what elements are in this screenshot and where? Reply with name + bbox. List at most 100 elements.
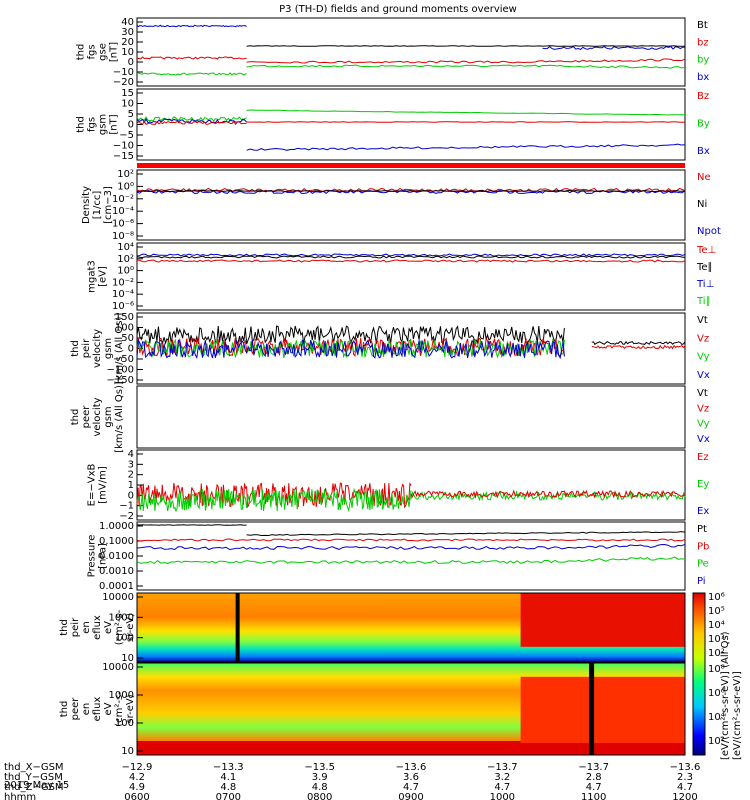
panel-frame <box>136 385 686 449</box>
y-axis-label: velocity <box>92 397 103 436</box>
y-tick-label: 10 <box>121 99 134 110</box>
x-tick-label: 4.9 <box>129 782 145 793</box>
x-tick-label: −13.6 <box>396 762 427 773</box>
colorbar-tick-label: 10³ <box>708 634 725 645</box>
colorbar-tick-label: 10⁶ <box>708 688 725 699</box>
panel-frame <box>136 88 686 161</box>
series-line <box>136 538 686 542</box>
y-axis-label: velocity <box>92 329 103 368</box>
series-line <box>136 187 686 193</box>
legend-entry: Pt <box>697 524 707 535</box>
y-axis-label: [km/s (All Qs)] <box>114 381 125 453</box>
y-axis-label: peer <box>70 697 81 721</box>
y-tick-label: 1000 <box>109 690 134 701</box>
y-axis-label: gse <box>98 43 109 61</box>
y-tick-label: 10⁰ <box>117 181 134 192</box>
y-tick-label: 0.0001 <box>99 581 134 592</box>
spectrogram-peer-gap <box>589 663 595 755</box>
x-tick-label: −13.7 <box>487 762 518 773</box>
y-tick-label: 15 <box>121 88 134 99</box>
series-line <box>136 120 247 126</box>
y-tick-label: −20 <box>113 77 134 88</box>
spectrogram-peer-hot <box>520 676 685 744</box>
x-tick-label: −13.6 <box>670 762 701 773</box>
series-line <box>136 487 412 513</box>
y-axis-label: gsm <box>103 406 114 427</box>
series-line <box>136 72 247 76</box>
legend-entry: Vx <box>697 370 710 381</box>
x-tick-label: 4.7 <box>494 782 510 793</box>
series-line <box>591 340 686 346</box>
y-tick-label: 10000 <box>102 662 134 673</box>
x-tick-label: 4.8 <box>220 782 236 793</box>
y-axis-label: thd <box>70 340 81 357</box>
y-tick-label: 1 <box>128 480 134 491</box>
legend-entry: by <box>697 55 709 66</box>
y-tick-label: 0.1000 <box>99 536 134 547</box>
y-tick-label: −15 <box>113 151 134 162</box>
y-axis-label: en <box>81 703 92 716</box>
y-axis-label: [eV] <box>98 266 109 287</box>
series-line <box>136 189 686 193</box>
panel-frame <box>136 169 686 241</box>
colorbar <box>692 592 706 756</box>
spectrogram-peir-hot <box>520 593 685 647</box>
y-axis-label: thd <box>70 409 81 426</box>
series-line <box>136 255 686 259</box>
series-line <box>136 556 686 565</box>
series-line <box>246 64 686 69</box>
series-line <box>246 109 685 116</box>
y-axis-label: (cm²-s- <box>114 609 125 645</box>
x-tick-label: 1100 <box>581 792 606 800</box>
x-tick-label: 4.8 <box>312 782 328 793</box>
y-tick-label: −1 <box>119 501 134 512</box>
series-line <box>136 481 412 509</box>
y-axis-label: eflux <box>92 697 103 722</box>
x-tick-label: 0800 <box>307 792 332 800</box>
legend-entry: Vx <box>697 434 710 445</box>
spectrogram-peer-low <box>137 741 685 755</box>
series-line <box>137 259 686 263</box>
panel-peer-vel: thd peer velocity gsm [km/s (All Qs)] Vt Vz Vy V… <box>70 381 710 453</box>
y-tick-label: 0.0100 <box>99 551 134 562</box>
legend-entry: Bt <box>697 20 708 31</box>
y-tick-label: −2 <box>119 511 134 522</box>
colorbar-tick-label: 10⁸ <box>708 664 725 675</box>
legend-entry: Pi <box>697 576 706 587</box>
y-tick-label: 3 <box>128 459 134 470</box>
x-tick-label: 1000 <box>490 792 515 800</box>
y-axis-label: gsm <box>98 114 109 135</box>
legend-entry: Pe <box>697 559 709 570</box>
y-tick-label: 0 <box>128 344 134 355</box>
legend-entry: Bz <box>697 91 709 102</box>
y-tick-label: 4 <box>128 449 134 460</box>
y-tick-label: −150 <box>107 375 134 386</box>
legend-entry: Te∥ <box>696 262 713 273</box>
legend-entry: Ti∥ <box>696 296 711 307</box>
legend-entry: Vt <box>697 388 708 399</box>
y-tick-label: 10⁻² <box>112 277 134 288</box>
y-tick-label: 150 <box>115 312 134 323</box>
y-tick-label: 10000 <box>102 592 134 603</box>
x-tick-label: −13.5 <box>304 762 335 773</box>
y-tick-label: 0 <box>128 120 134 131</box>
y-axis-label: E=−VxB <box>87 464 98 507</box>
series-line <box>136 543 686 551</box>
legend-entry: Ex <box>697 506 709 517</box>
y-axis-label: [nPa] <box>98 543 109 569</box>
y-tick-label: −10 <box>113 141 134 152</box>
series-line <box>542 45 686 50</box>
x-tick-label: 1200 <box>672 792 697 800</box>
series-line <box>246 143 686 151</box>
legend-entry: Vy <box>697 352 710 363</box>
x-tick-label: 0700 <box>216 792 241 800</box>
x-tick-label: −13.3 <box>213 762 244 773</box>
x-tick-label: 4.1 <box>220 772 236 783</box>
y-axis-label: eV <box>103 621 114 634</box>
y-axis-label: (cm²-s- <box>114 691 125 727</box>
panel-peer-eflux: 10000 1000 100 10 thd peer en eflux eV (cm²-s-sr-… <box>59 662 686 757</box>
legend-entry: Ez <box>697 452 709 463</box>
